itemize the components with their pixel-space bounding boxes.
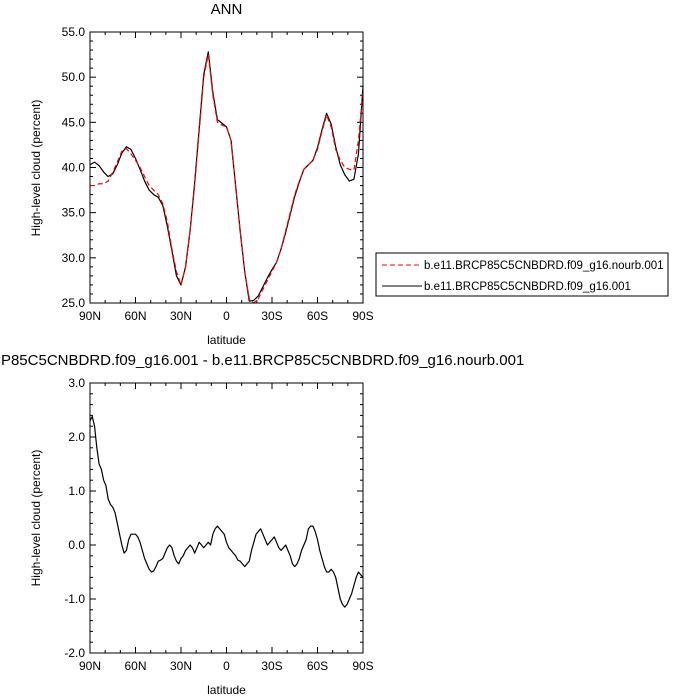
bottom-chart-ylabel: High-level cloud (percent) (29, 450, 43, 587)
top-chart-ticks: 90N 60N 30N 0 30S 60S 90S 25.0 30.0 35.0 40.0 45.0 5… (62, 25, 374, 323)
bottom-y-tick-label: -1.0 (64, 592, 85, 606)
top-y-tick-label: 40.0 (62, 161, 86, 175)
top-y-tick-label: 30.0 (62, 251, 86, 265)
top-x-tick-label: 30S (261, 309, 282, 323)
legend-frame (375, 252, 669, 297)
top-chart-frame (89, 31, 364, 304)
top-series-line-1 (89, 51, 364, 302)
bottom-y-tick-label: 0.0 (68, 538, 85, 552)
top-y-tick-label: 35.0 (62, 206, 86, 220)
bottom-chart-series (89, 415, 364, 608)
top-y-tick-label: 50.0 (62, 70, 86, 84)
top-chart-ylabel: High-level cloud (percent) (29, 100, 43, 237)
bottom-chart: b.e11.BRCP85C5CNBDRD.f09_g16.001 - b.e11… (0, 352, 524, 697)
top-x-tick-label: 90S (352, 309, 373, 323)
bottom-y-tick-label: 3.0 (68, 376, 85, 390)
top-x-tick-label: 60S (307, 309, 328, 323)
bottom-x-tick-label: 90N (79, 659, 101, 673)
bottom-y-tick-label: -2.0 (64, 646, 85, 660)
top-y-tick-label: 45.0 (62, 115, 86, 129)
bottom-y-tick-label: 1.0 (68, 484, 85, 498)
top-series-line-0 (90, 53, 364, 304)
bottom-x-tick-label: 0 (223, 659, 230, 673)
top-x-tick-label: 0 (223, 309, 230, 323)
bottom-chart-xlabel: latitude (207, 683, 246, 697)
bottom-x-tick-label: 90S (352, 659, 373, 673)
legend: b.e11.BRCP85C5CNBDRD.f09_g16.nourb.001 b… (375, 252, 669, 297)
legend-label-nourb: b.e11.BRCP85C5CNBDRD.f09_g16.nourb.001 (424, 260, 664, 272)
top-chart-title: ANN (211, 1, 243, 18)
top-x-tick-label: 60N (124, 309, 146, 323)
top-chart-series (89, 51, 364, 304)
top-x-tick-label: 90N (79, 309, 101, 323)
bottom-chart-title: b.e11.BRCP85C5CNBDRD.f09_g16.001 - b.e11… (0, 352, 524, 369)
top-chart-xlabel: latitude (207, 333, 246, 347)
top-x-tick-label: 30N (170, 309, 192, 323)
bottom-x-tick-label: 60N (124, 659, 146, 673)
bottom-chart-ticks: 90N 60N 30N 0 30S 60S 90S -2.0 -1.0 0.0 1.0 2.0 3.0 (64, 376, 373, 673)
top-y-tick-label: 25.0 (62, 296, 86, 310)
bottom-y-tick-label: 2.0 (68, 430, 85, 444)
legend-label-base: b.e11.BRCP85C5CNBDRD.f09_g16.001 (424, 281, 631, 293)
bottom-x-tick-label: 30S (261, 659, 282, 673)
bottom-x-tick-label: 60S (307, 659, 328, 673)
top-y-tick-label: 55.0 (62, 25, 86, 39)
top-chart: ANN 90N 60N 30N 0 30S 60S 90S 25.0 30.0 35.0 40.0 4… (29, 1, 374, 347)
bottom-x-tick-label: 30N (170, 659, 192, 673)
bottom-chart-frame (89, 382, 364, 654)
bottom-series-line-0 (89, 415, 364, 608)
